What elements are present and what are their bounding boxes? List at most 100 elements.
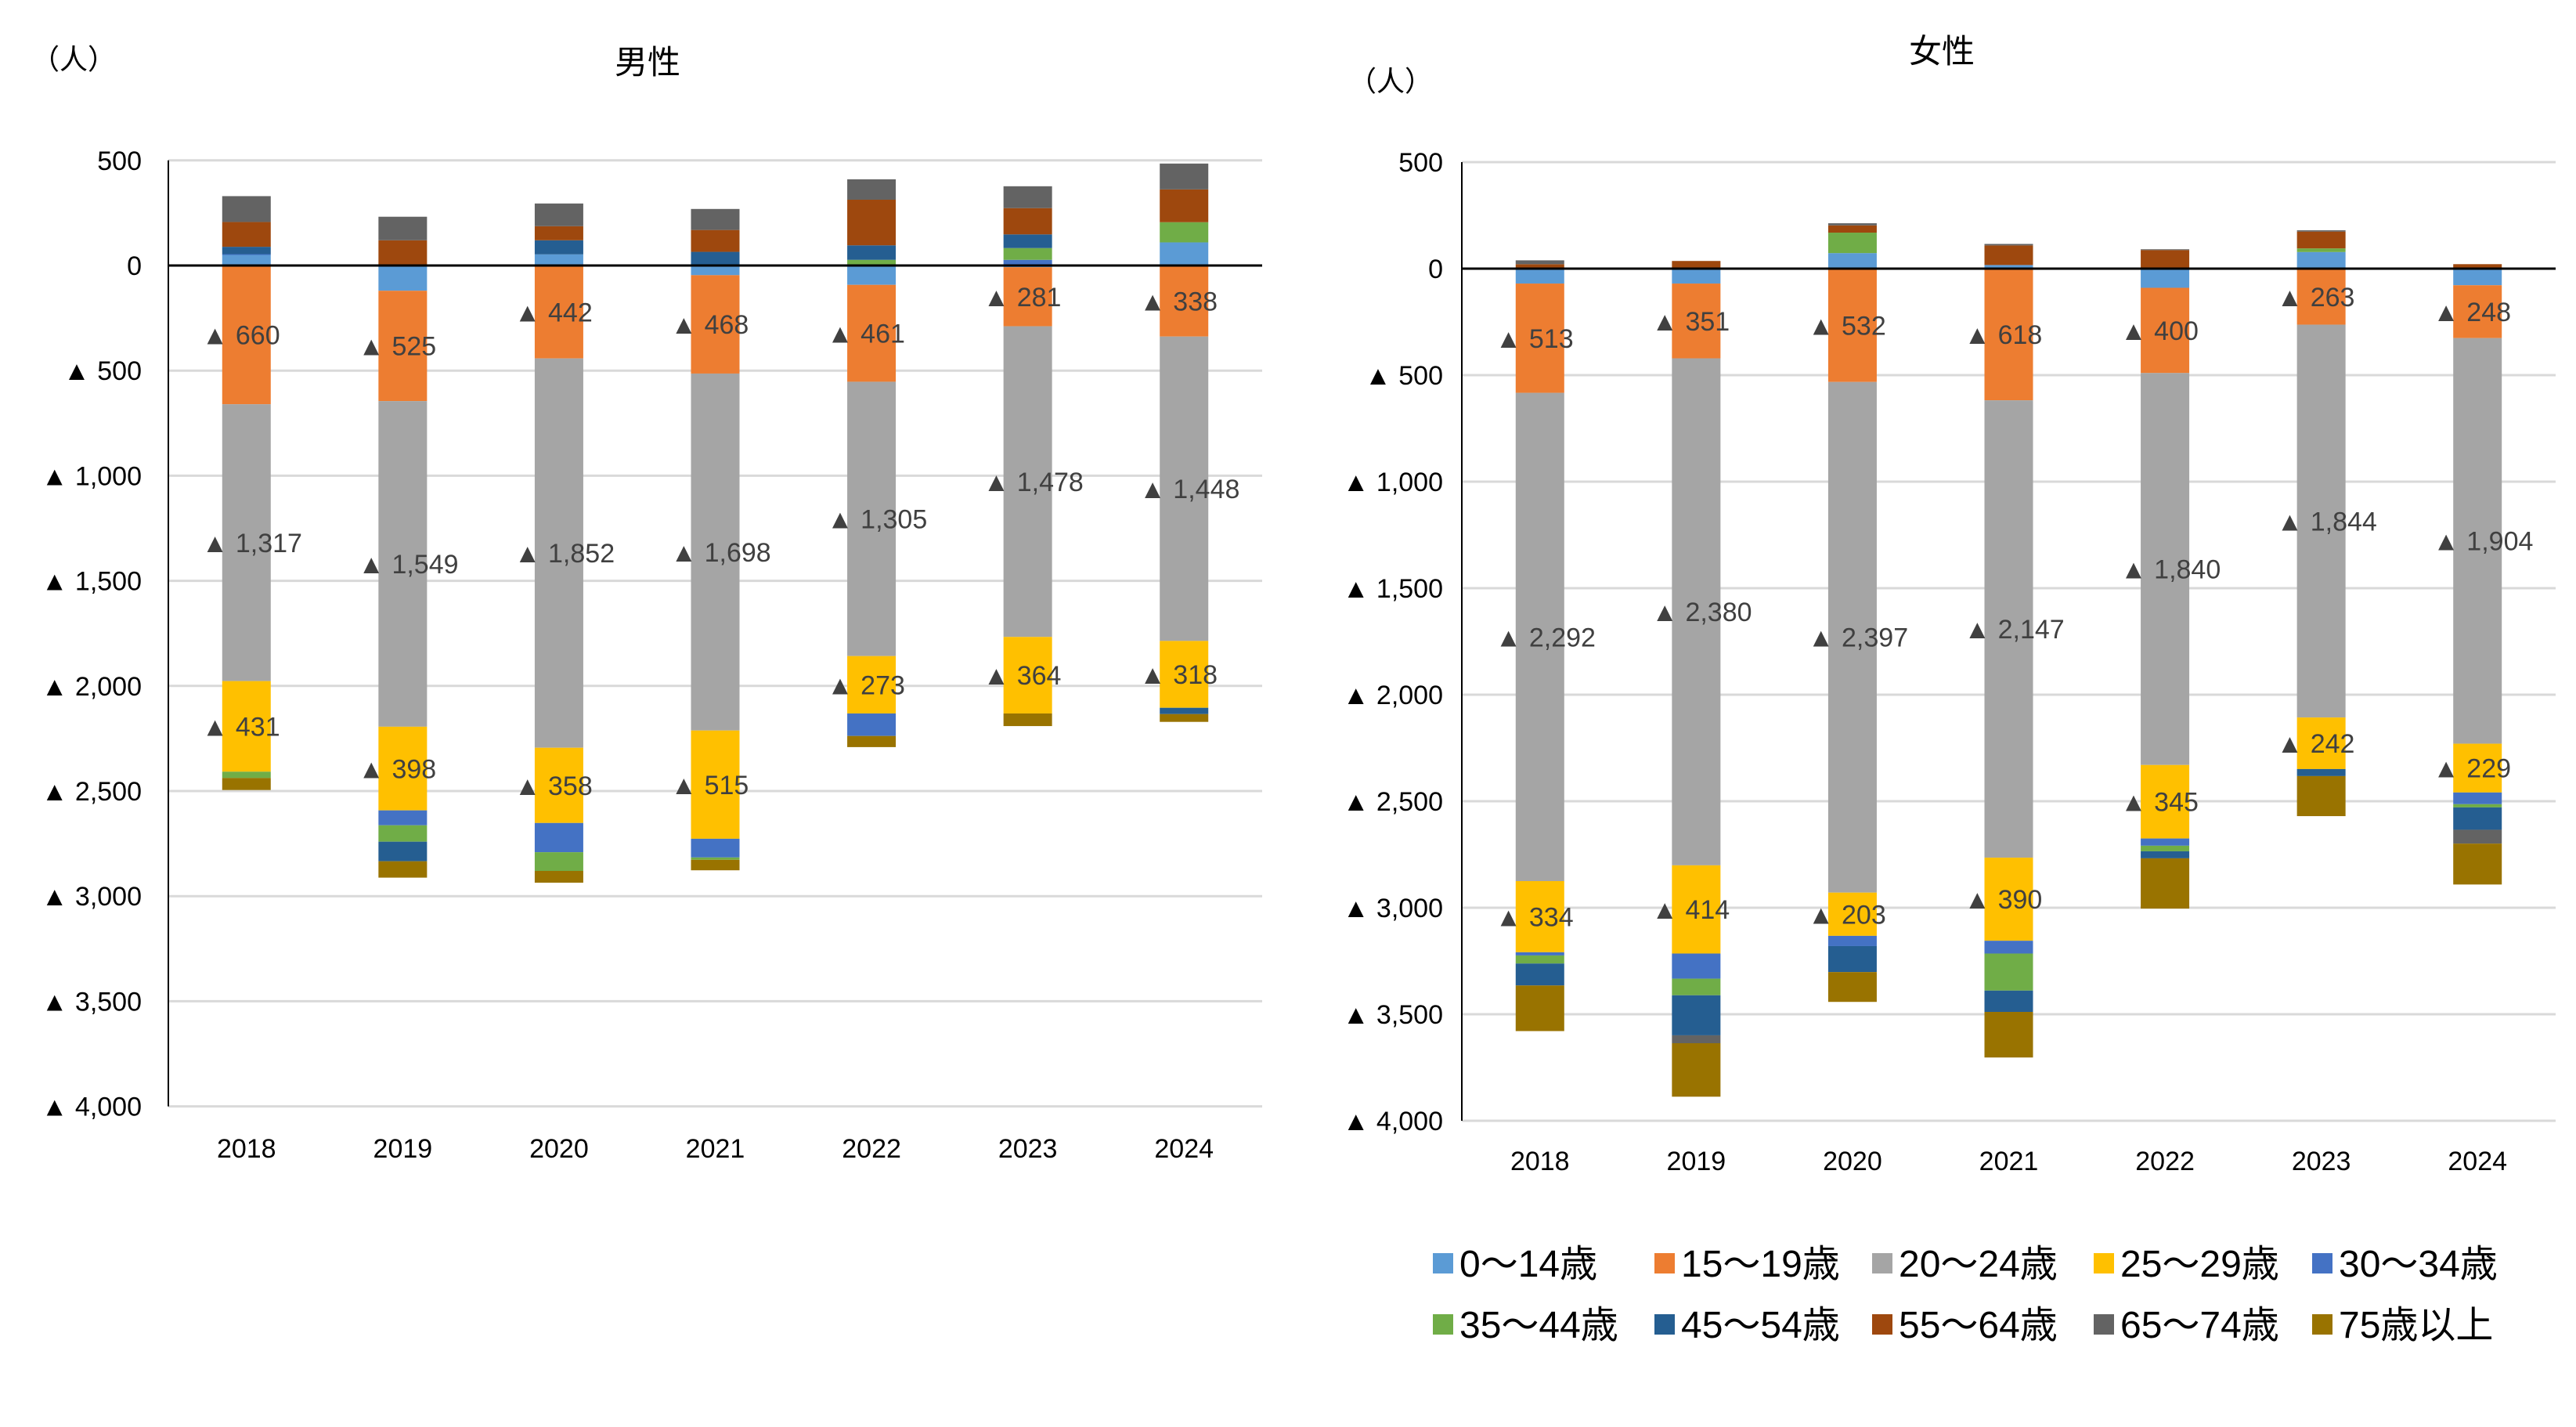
y-tick-label: ▲ 500: [63, 356, 142, 386]
y-tick-label: ▲ 1,500: [41, 567, 142, 597]
bar-segment-2019-45〜54歳: [1672, 995, 1721, 1035]
data-label: ▲ 1,840: [2120, 555, 2221, 585]
bar-segment-2018-55〜64歳: [222, 222, 271, 247]
bar-segment-2022-15〜19歳: [2141, 287, 2190, 374]
data-label: ▲ 1,478: [983, 468, 1084, 497]
bar-segment-2024-65〜74歳: [1160, 163, 1209, 190]
bar-segment-2024-35〜44歳: [2453, 804, 2502, 807]
bar-segment-2023-20〜24歳: [1003, 326, 1052, 638]
bar-segment-2020-65〜74歳: [1827, 223, 1877, 226]
legend-swatch-55〜64歳: [1872, 1314, 1892, 1335]
bar-segment-2023-65〜74歳: [2296, 230, 2346, 232]
bar-segment-2018-0〜14歳: [222, 255, 271, 266]
bar-segment-2020-15〜19歳: [534, 266, 583, 359]
y-tick-label: ▲ 1,000: [1343, 468, 1443, 497]
bar-segment-2021-45〜54歳: [1984, 990, 2033, 1013]
female-chart-title: 女性: [1909, 33, 1975, 70]
x-tick-label: 2022: [2135, 1147, 2195, 1176]
bar-segment-2021-0〜14歳: [1984, 265, 2033, 269]
bar-segment-2021-35〜44歳: [691, 857, 740, 860]
data-label: ▲ 1,549: [358, 550, 458, 580]
legend-label: 25〜29歳: [2120, 1244, 2279, 1285]
bar-segment-2021-65〜74歳: [691, 208, 740, 230]
data-label: ▲ 660: [202, 321, 280, 351]
bar-segment-2022-0〜14歳: [2141, 269, 2190, 288]
data-label: ▲ 1,305: [827, 505, 927, 535]
bar-segment-2022-20〜24歳: [2141, 373, 2190, 765]
data-label: ▲ 334: [1495, 902, 1574, 932]
bar-segment-2018-20〜24歳: [1515, 392, 1564, 881]
y-tick-label: 0: [127, 251, 142, 281]
bar-segment-2024-75歳以上: [2453, 844, 2502, 885]
data-label: ▲ 2,380: [1651, 598, 1752, 627]
bar-segment-2019-30〜34歳: [1672, 953, 1721, 979]
bar-segment-2018-35〜44歳: [222, 771, 271, 779]
x-tick-label: 2018: [1510, 1147, 1570, 1176]
data-label: ▲ 338: [1139, 287, 1218, 316]
data-label: ▲ 618: [1964, 320, 2043, 350]
x-tick-label: 2024: [2448, 1147, 2507, 1176]
bar-segment-2020-35〜44歳: [1827, 233, 1877, 254]
bar-segment-2023-75歳以上: [1003, 713, 1052, 727]
x-tick-label: 2020: [529, 1134, 589, 1164]
data-label: ▲ 461: [827, 320, 905, 349]
y-tick-label: ▲ 3,500: [41, 987, 142, 1017]
bar-segment-2021-30〜34歳: [691, 838, 740, 858]
bar-segment-2024-0〜14歳: [2453, 269, 2502, 286]
bar-segment-2018-25〜29歳: [222, 681, 271, 772]
bar-segment-2023-15〜19歳: [1003, 267, 1052, 327]
x-tick-label: 2023: [998, 1134, 1058, 1164]
bar-segment-2024-0〜14歳: [1160, 242, 1209, 266]
bar-segment-2018-0〜14歳: [1515, 269, 1564, 284]
bar-segment-2021-25〜29歳: [1984, 858, 2033, 941]
data-label: ▲ 1,904: [2433, 527, 2533, 557]
bar-segment-2020-25〜29歳: [534, 747, 583, 823]
bar-segment-2023-75歳以上: [2296, 775, 2346, 817]
bar-segment-2018-15〜19歳: [222, 266, 271, 405]
bar-segment-2022-65〜74歳: [847, 179, 897, 200]
bar-segment-2020-30〜34歳: [534, 822, 583, 853]
bar-segment-2022-15〜19歳: [847, 284, 897, 382]
male-chart: 男性 （人） 500 0 ▲ 500 ▲ 1,000 ▲ 1,500 ▲ 2,000 ▲ 2…: [31, 43, 1262, 1164]
bar-segment-2024-45〜54歳: [1160, 707, 1209, 714]
y-tick-label: ▲ 2,000: [41, 672, 142, 702]
legend-label: 35〜44歳: [1459, 1305, 1618, 1346]
bar-segment-2022-45〜54歳: [2141, 851, 2190, 858]
data-label: ▲ 2,147: [1964, 615, 2065, 645]
data-label: ▲ 242: [2277, 729, 2355, 759]
bar-segment-2023-30〜34歳: [1003, 259, 1052, 266]
legend-swatch-25〜29歳: [2094, 1253, 2114, 1273]
bar-segment-2023-20〜24歳: [2296, 324, 2346, 718]
y-tick-label: ▲ 2,000: [1343, 681, 1443, 710]
y-tick-label: ▲ 4,000: [41, 1093, 142, 1122]
bar-segment-2020-55〜64歳: [1827, 225, 1877, 233]
bar-segment-2021-55〜64歳: [1984, 245, 2033, 266]
data-label: ▲ 442: [514, 298, 593, 327]
bar-segment-2021-0〜14歳: [691, 266, 740, 276]
bar-segment-2018-65〜74歳: [1515, 260, 1564, 265]
y-tick-label: ▲ 4,000: [1343, 1107, 1443, 1136]
data-label: ▲ 525: [358, 332, 436, 362]
bar-segment-2024-20〜24歳: [2453, 338, 2502, 744]
data-label: ▲ 2,397: [1808, 623, 1908, 653]
data-label: ▲ 351: [1651, 307, 1730, 337]
bar-segment-2018-65〜74歳: [222, 196, 271, 222]
data-label: ▲ 400: [2120, 316, 2199, 346]
bar-segment-2021-30〜34歳: [1984, 941, 2033, 954]
bar-segment-2019-35〜44歳: [378, 825, 428, 842]
bar-segment-2022-30〜34歳: [847, 713, 897, 736]
bar-segment-2020-0〜14歳: [1827, 253, 1877, 269]
bar-segment-2024-25〜29歳: [2453, 743, 2502, 793]
x-tick-label: 2021: [686, 1134, 745, 1164]
x-tick-label: 2019: [373, 1134, 433, 1164]
data-label: ▲ 318: [1139, 660, 1218, 690]
x-tick-label: 2024: [1154, 1134, 1214, 1164]
legend-label: 0〜14歳: [1459, 1244, 1597, 1285]
y-tick-label: 0: [1428, 255, 1443, 284]
bar-segment-2021-20〜24歳: [1984, 400, 2033, 858]
bar-segment-2021-15〜19歳: [691, 275, 740, 374]
bar-segment-2020-20〜24歳: [534, 358, 583, 748]
bar-segment-2022-20〜24歳: [847, 381, 897, 656]
bar-segment-2023-25〜29歳: [2296, 717, 2346, 769]
bar-segment-2020-55〜64歳: [534, 226, 583, 240]
